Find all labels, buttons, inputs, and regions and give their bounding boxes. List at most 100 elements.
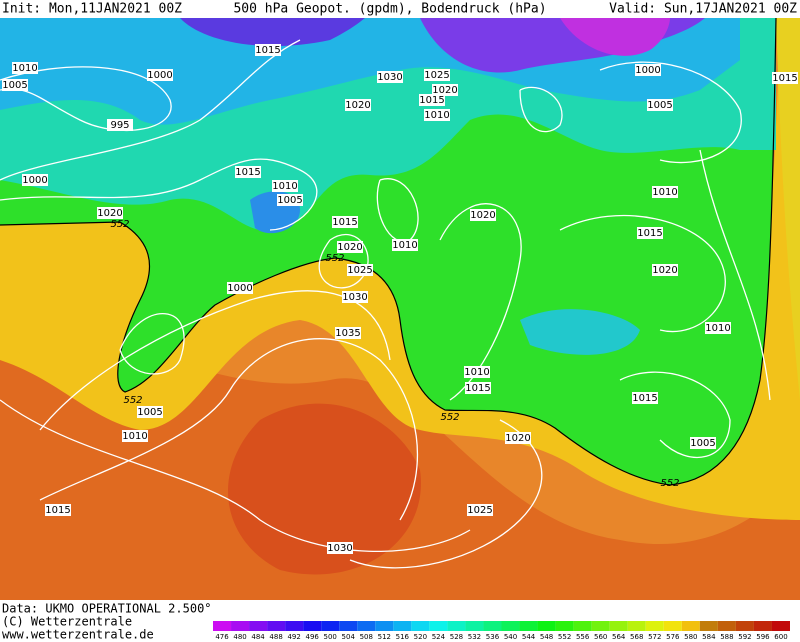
isobar-label-box xyxy=(45,504,71,516)
color-scale-label: 584 xyxy=(702,633,716,641)
isobar-label: 1010 xyxy=(464,367,489,378)
color-cell xyxy=(393,621,412,631)
valid-time: Valid: Sun,17JAN2021 00Z xyxy=(609,2,797,17)
color-cell xyxy=(465,621,484,631)
isobar-label-box xyxy=(772,72,798,84)
isobar-label: 1000 xyxy=(147,70,172,81)
isobar-label-box xyxy=(235,166,261,178)
isobar-label: 1020 xyxy=(432,85,457,96)
color-scale-label: 568 xyxy=(630,633,643,641)
isobar-label: 1015 xyxy=(772,73,797,84)
color-cell xyxy=(699,621,718,631)
isobar-label: 1030 xyxy=(377,72,402,83)
isobar-label: 1005 xyxy=(277,195,302,206)
color-scale-label: 536 xyxy=(486,633,500,641)
color-cell xyxy=(231,621,250,631)
isobar-label: 1020 xyxy=(470,210,495,221)
isobars xyxy=(0,39,771,569)
contour-label: 552 xyxy=(110,219,129,230)
color-cell xyxy=(447,621,466,631)
color-scale-label: 560 xyxy=(594,633,607,641)
color-cell xyxy=(753,621,772,631)
isobar-label: 1030 xyxy=(327,543,352,554)
init-time: Init: Mon,11JAN2021 00Z xyxy=(2,2,182,17)
isobar-label: 1020 xyxy=(345,100,370,111)
color-scale-label: 588 xyxy=(720,633,733,641)
color-cell xyxy=(429,621,448,631)
isobar-label-box xyxy=(632,392,658,404)
color-scale-label: 512 xyxy=(378,633,391,641)
isobar-label-box xyxy=(335,327,361,339)
isobar-label: 1015 xyxy=(255,45,280,56)
isobar-label: 1015 xyxy=(45,505,70,516)
isobar-label-box xyxy=(464,366,490,378)
color-scale-label: 552 xyxy=(558,633,571,641)
color-cell xyxy=(609,621,628,631)
isobar-label-box xyxy=(332,216,358,228)
data-source: Data: UKMO OPERATIONAL 2.500° xyxy=(2,602,212,616)
isobar-label-box xyxy=(652,186,678,198)
isobar-label: 1010 xyxy=(705,323,730,334)
isobar-label-box xyxy=(2,79,28,91)
isobar-label-box xyxy=(277,194,303,206)
color-scale-label: 476 xyxy=(215,633,229,641)
isobar-label-box xyxy=(635,64,661,76)
color-scale-label: 520 xyxy=(414,633,427,641)
color-cell xyxy=(519,621,538,631)
color-scale-label: 496 xyxy=(305,633,319,641)
color-cell xyxy=(681,621,700,631)
isobar-label-box xyxy=(467,504,493,516)
website: www.wetterzentrale.de xyxy=(2,628,154,642)
isobar-label-box xyxy=(97,207,123,219)
isobar-label: 1030 xyxy=(342,292,367,303)
isobar-label: 1020 xyxy=(652,265,677,276)
isobar-label: 1035 xyxy=(335,328,360,339)
color-cell xyxy=(303,621,322,631)
color-scale-label: 564 xyxy=(612,633,626,641)
isobar-label-box xyxy=(647,99,673,111)
color-scale-label: 548 xyxy=(540,633,553,641)
color-scale-label: 484 xyxy=(251,633,265,641)
contour-label: 552 xyxy=(325,253,344,264)
isobar-label-box xyxy=(392,239,418,251)
color-scale-label: 532 xyxy=(468,633,481,641)
isobar-label-box xyxy=(337,241,363,253)
isobar-label-box xyxy=(345,99,371,111)
isobar-label-box xyxy=(137,406,163,418)
color-scale-label: 600 xyxy=(774,633,787,641)
color-cell xyxy=(591,621,610,631)
isobar-label: 1020 xyxy=(337,242,362,253)
color-cell xyxy=(267,621,286,631)
color-cell xyxy=(339,621,358,631)
color-cell xyxy=(717,621,736,631)
color-scale-label: 492 xyxy=(287,633,300,641)
isobar-label: 1010 xyxy=(392,240,417,251)
isobar-label-box xyxy=(147,69,173,81)
isobar-label-box xyxy=(419,94,445,106)
color-scale-label: 508 xyxy=(360,633,373,641)
isobar-label: 1015 xyxy=(419,95,444,106)
isobar-label-box xyxy=(255,44,281,56)
isobar-label-box xyxy=(22,174,48,186)
color-scale-label: 572 xyxy=(648,633,661,641)
isobar-label-box xyxy=(272,180,298,192)
color-cell xyxy=(213,621,232,631)
color-scale-label: 500 xyxy=(324,633,337,641)
isobar-label: 1005 xyxy=(690,438,715,449)
isobar-label: 1015 xyxy=(637,228,662,239)
isobar-label: 1010 xyxy=(12,63,37,74)
isobar-label: 1020 xyxy=(505,433,530,444)
isobar-label: 1005 xyxy=(137,407,162,418)
color-cell xyxy=(555,621,574,631)
color-scale-label: 544 xyxy=(522,633,536,641)
isobar-label: 1000 xyxy=(635,65,660,76)
color-scale-label: 504 xyxy=(342,633,356,641)
isobar-label: 1015 xyxy=(332,217,357,228)
isobar-label: 1015 xyxy=(235,167,260,178)
color-cell xyxy=(735,621,754,631)
color-cell xyxy=(501,621,520,631)
isobar-label: 1025 xyxy=(347,265,372,276)
